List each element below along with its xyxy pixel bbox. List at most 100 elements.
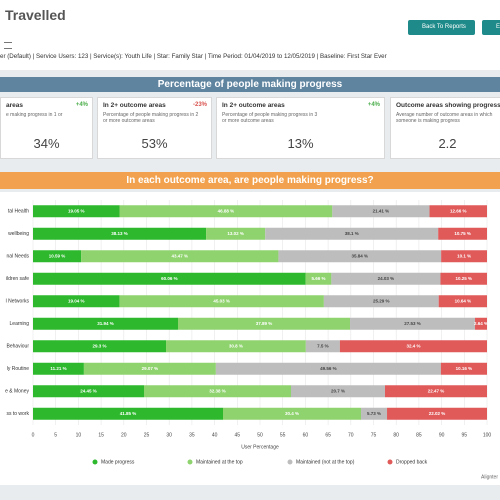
data-label: 5.66 % — [312, 276, 326, 281]
bar-segment — [33, 340, 167, 353]
data-label: 24.03 % — [378, 276, 395, 281]
x-tick-label: 90 — [439, 432, 445, 438]
bar-segment — [278, 250, 442, 263]
data-label: 35.84 % — [352, 253, 369, 258]
y-tick-label: Behaviour — [6, 344, 29, 350]
card-description: Average number of outcome areas in which… — [396, 112, 493, 124]
legend-swatch — [187, 459, 193, 465]
x-tick-label: 60 — [303, 432, 309, 438]
card-value: 34% — [33, 136, 60, 151]
x-tick-label: 70 — [348, 432, 354, 438]
data-label: 10.16 % — [456, 366, 473, 371]
card-change: +4% — [75, 102, 88, 108]
kpi-card: In 2+ outcome areas -23% Percentage of peo… — [97, 97, 212, 159]
bar-segment — [81, 250, 279, 263]
card-description: Percentage of people making progress in … — [222, 112, 318, 124]
data-label: 37.89 % — [256, 321, 273, 326]
data-label: 29.07 % — [142, 366, 159, 371]
y-tick-label: tal Health — [8, 209, 29, 215]
x-tick-label: 10 — [76, 432, 82, 438]
data-label: 38.1 % — [345, 231, 359, 236]
x-tick-label: 50 — [257, 432, 263, 438]
data-label: 10.1 % — [457, 253, 471, 258]
y-tick-label: e & Money — [5, 389, 29, 395]
data-label: 41.85 % — [120, 411, 137, 416]
kpi-card: In 2+ outcome areas +4% Percentage of peop… — [216, 97, 385, 159]
export-button[interactable]: E — [482, 20, 500, 35]
bar-segment — [350, 317, 476, 330]
bar-segment — [33, 362, 84, 375]
data-label: 22.02 % — [429, 411, 446, 416]
bar-segment — [291, 385, 385, 398]
y-tick-label: ly Routine — [7, 366, 29, 372]
card-value: 53% — [141, 136, 168, 151]
card-title: In 2+ outcome areas — [103, 102, 166, 109]
menu-icon[interactable] — [4, 42, 12, 49]
bar-segment — [438, 227, 487, 240]
data-label: 19.05 % — [68, 208, 85, 213]
bar-segment — [215, 362, 441, 375]
bar-segment — [361, 407, 388, 420]
x-tick-label: 65 — [325, 432, 331, 438]
data-label: 60.06 % — [161, 276, 178, 281]
bar-segment — [33, 227, 207, 240]
x-tick-label: 40 — [212, 432, 218, 438]
bar-segment — [440, 272, 487, 285]
data-label: 12.66 % — [450, 208, 467, 213]
x-axis-label: User Percentage — [241, 444, 279, 450]
x-tick-label: 20 — [121, 432, 127, 438]
progress-title: Percentage of people making progress — [0, 77, 500, 92]
chart-panel — [0, 192, 500, 485]
y-tick-label: nal Needs — [6, 254, 29, 260]
bar-segment — [33, 385, 145, 398]
bar-segment — [305, 272, 332, 285]
filters: er (Default) | Service Users: 123 | Serv… — [0, 53, 387, 60]
bar-segment — [440, 362, 487, 375]
back-button[interactable]: Back To Reports — [408, 20, 475, 35]
bar-segment — [222, 407, 362, 420]
card-value: 2.2 — [438, 136, 457, 151]
bar-segment — [33, 205, 120, 218]
bar-segment — [475, 317, 487, 330]
data-label: 10.75 % — [454, 231, 471, 236]
bar-segment — [339, 340, 487, 353]
legend-label: Maintained (not at the top) — [296, 459, 355, 465]
data-label: 38.13 % — [111, 231, 128, 236]
legend-label: Made progress — [101, 459, 135, 465]
bar-segment — [429, 205, 487, 218]
data-label: 31.94 % — [97, 321, 114, 326]
bar-segment — [265, 227, 439, 240]
footer: Alignter — [481, 474, 498, 480]
data-label: 11.21 % — [50, 366, 66, 371]
data-label: 25.29 % — [373, 298, 390, 303]
bar-segment — [33, 295, 120, 308]
y-tick-label: ss to work — [6, 411, 29, 417]
data-label: 32.38 % — [209, 388, 226, 393]
bar-segment — [33, 317, 179, 330]
data-label: 45.03 % — [213, 298, 230, 303]
bar-segment — [384, 385, 487, 398]
card-description: Percentage of people making progress in … — [103, 112, 199, 124]
x-tick-label: 25 — [144, 432, 150, 438]
data-label: 19.04 % — [68, 298, 85, 303]
legend-label: Maintained at the top — [196, 459, 243, 465]
bar-segment — [33, 250, 82, 263]
x-tick-label: 55 — [280, 432, 286, 438]
data-label: 24.45 % — [80, 388, 97, 393]
data-label: 10.25 % — [455, 276, 472, 281]
data-label: 29.3 % — [93, 343, 107, 348]
bar-segment — [323, 295, 439, 308]
data-label: 49.56 % — [320, 366, 337, 371]
data-label: 5.73 % — [367, 411, 381, 416]
x-tick-label: 30 — [166, 432, 172, 438]
bar-segment — [83, 362, 216, 375]
data-label: 2.64 % — [474, 321, 488, 326]
legend-label: Dropped back — [396, 459, 428, 465]
data-label: 21.41 % — [373, 208, 390, 213]
y-tick-label: wellbeing — [8, 231, 29, 237]
card-description: e making progress in 1 or — [6, 112, 63, 118]
x-tick-label: 5 — [54, 432, 57, 438]
data-label: 30.8 % — [229, 343, 243, 348]
bar-segment — [119, 205, 333, 218]
